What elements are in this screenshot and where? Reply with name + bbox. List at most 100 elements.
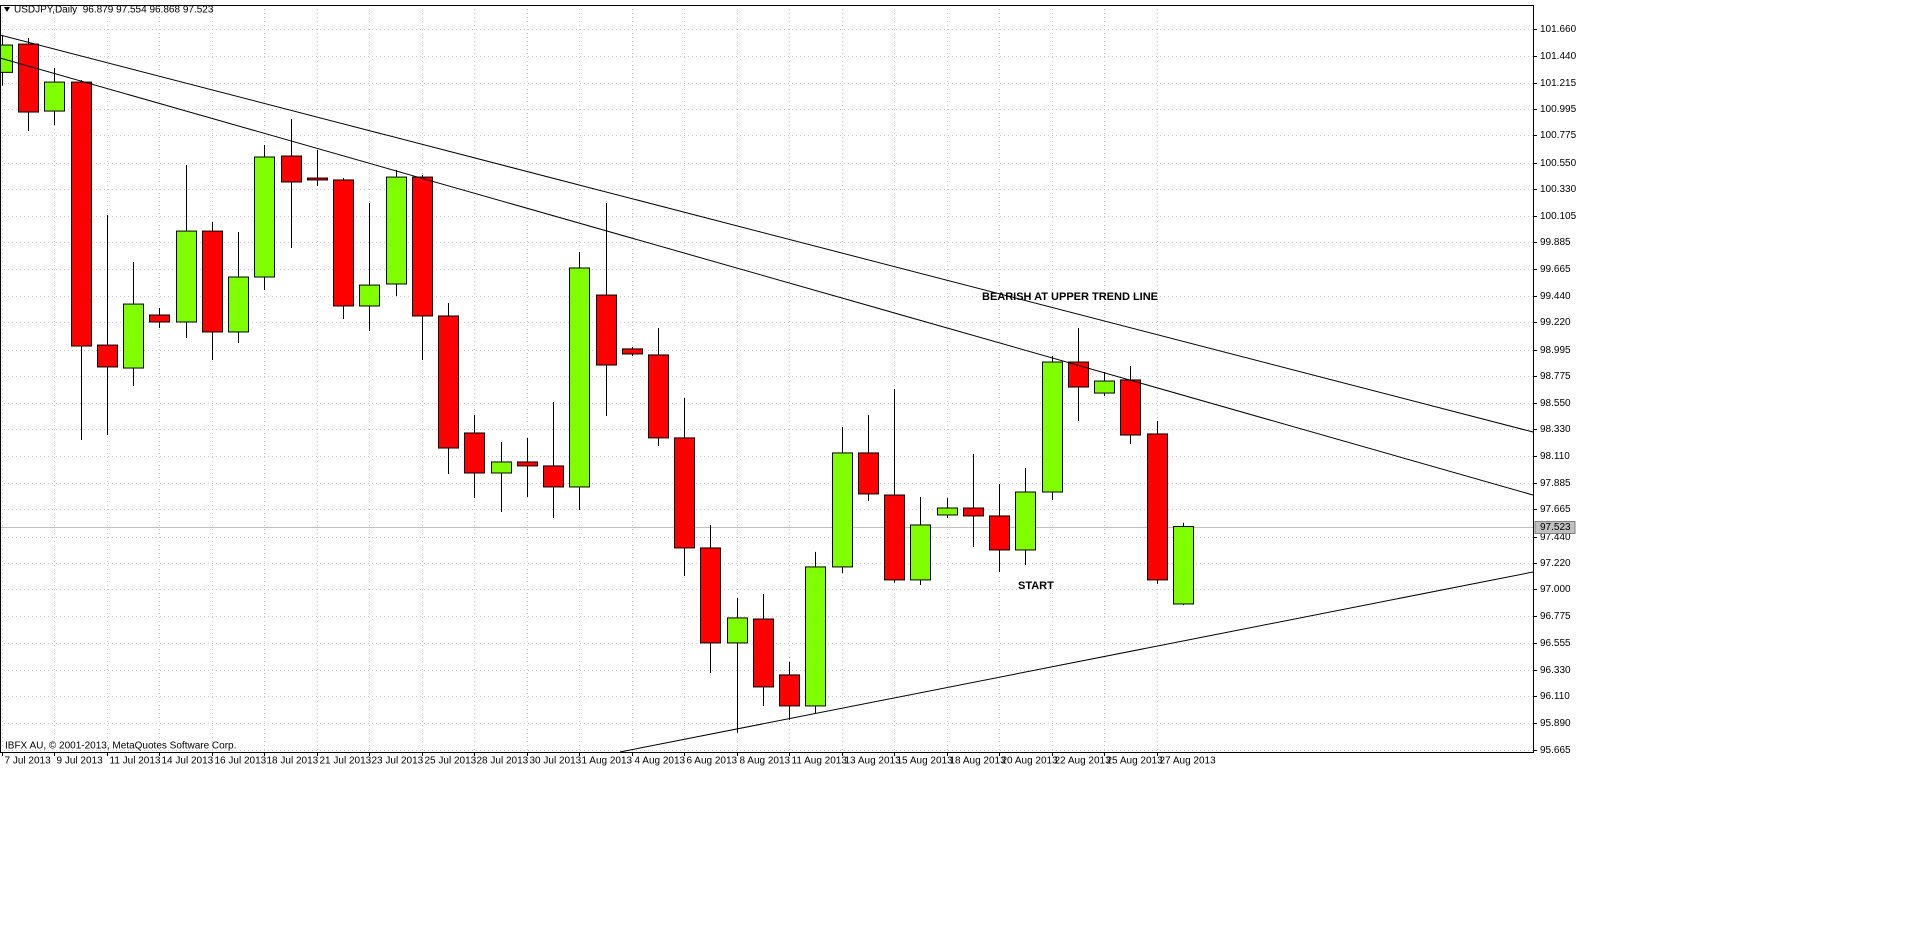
y-tick-label: 98.995: [1540, 345, 1571, 356]
plot-border: [0, 5, 1534, 753]
x-tick-label: 9 Jul 2013: [57, 756, 104, 767]
candle-body: [569, 267, 590, 488]
x-tick-label: 11 Jul 2013: [110, 756, 161, 767]
y-tick-label: 95.665: [1540, 745, 1571, 756]
x-tick-label: 15 Aug 2013: [897, 756, 954, 767]
grid: [0, 5, 1533, 752]
candle-body: [858, 452, 879, 495]
x-tick-label: 23 Jul 2013: [372, 756, 424, 767]
y-tick-label: 99.885: [1540, 237, 1571, 248]
menu-icon: [4, 7, 10, 12]
candle-body: [963, 507, 984, 517]
candle-body: [1094, 380, 1115, 394]
candle-body: [386, 176, 407, 285]
candle-body: [648, 354, 669, 439]
y-tick-label: 97.220: [1540, 558, 1571, 569]
x-tick-label: 22 Aug 2013: [1055, 756, 1112, 767]
candle-body: [805, 566, 826, 707]
candle-body: [491, 461, 512, 474]
y-tick-label: 100.330: [1540, 184, 1577, 195]
candles: [0, 35, 1194, 733]
candle-body: [1147, 433, 1168, 581]
y-tick-label: 96.330: [1540, 665, 1571, 676]
candle-body: [989, 515, 1010, 551]
candle-body: [359, 284, 380, 307]
x-tick-label: 8 Aug 2013: [740, 756, 791, 767]
trend-line: [0, 57, 1534, 496]
candle-body: [1015, 491, 1036, 551]
candle-body: [1042, 361, 1063, 493]
x-tick-label: 14 Jul 2013: [162, 756, 214, 767]
x-tick-label: 21 Jul 2013: [320, 756, 372, 767]
candle-body: [0, 44, 13, 73]
trend-line: [619, 571, 1534, 753]
y-tick-label: 98.775: [1540, 371, 1571, 382]
last-price-label: 97.523: [1540, 522, 1571, 533]
candle-body: [123, 303, 144, 369]
y-tick-label: 98.110: [1540, 451, 1570, 462]
y-tick-label: 96.110: [1540, 691, 1570, 702]
y-tick-label: 96.555: [1540, 638, 1571, 649]
candle-body: [71, 81, 92, 347]
x-tick-label: 11 Aug 2013: [792, 756, 848, 767]
candle-body: [832, 452, 853, 568]
y-tick-label: 99.440: [1540, 291, 1571, 302]
candle-body: [1068, 361, 1089, 388]
candle-body: [149, 314, 170, 323]
x-tick-label: 4 Aug 2013: [635, 756, 686, 767]
candle-body: [596, 294, 617, 366]
y-tick-label: 98.330: [1540, 424, 1571, 435]
y-tick-label: 97.440: [1540, 532, 1571, 543]
candle-body: [307, 177, 328, 181]
trend-lines: [0, 34, 1534, 753]
y-tick-label: 99.665: [1540, 264, 1571, 275]
y-tick-label: 96.775: [1540, 611, 1571, 622]
trend-line: [0, 34, 1534, 433]
candle-body: [779, 674, 800, 707]
y-tick-label: 100.550: [1540, 158, 1577, 169]
x-tick-label: 6 Aug 2013: [687, 756, 738, 767]
candle-body: [44, 81, 65, 112]
x-tick-label: 27 Aug 2013: [1160, 756, 1217, 767]
y-tick-label: 101.440: [1540, 51, 1577, 62]
candle-body: [910, 524, 931, 581]
candle-body: [884, 494, 905, 581]
candle-body: [1120, 379, 1141, 436]
candle-body: [700, 547, 721, 644]
y-tick-label: 97.665: [1540, 504, 1571, 515]
y-tick-label: 100.775: [1540, 130, 1577, 141]
y-tick-label: 100.995: [1540, 104, 1577, 115]
candle-body: [228, 276, 249, 333]
candle-body: [753, 618, 774, 688]
last-price-box: [1534, 521, 1576, 534]
y-tick-label: 101.660: [1540, 24, 1577, 35]
candle-body: [674, 437, 695, 549]
candle-body: [333, 179, 354, 307]
x-tick-label: 7 Jul 2013: [5, 756, 52, 767]
x-tick-label: 20 Aug 2013: [1002, 756, 1059, 767]
y-tick-label: 97.000: [1540, 584, 1571, 595]
candle-body: [18, 43, 39, 113]
x-tick-label: 16 Jul 2013: [215, 756, 267, 767]
candle-body: [622, 348, 643, 355]
x-tick-label: 18 Jul 2013: [267, 756, 319, 767]
candle-body: [543, 465, 564, 488]
x-tick-label: 13 Aug 2013: [845, 756, 902, 767]
watermark: IBFX AU, © 2001-2013, MetaQuotes Softwar…: [5, 741, 236, 752]
y-tick-label: 95.890: [1540, 718, 1571, 729]
y-tick-label: 98.550: [1540, 398, 1571, 409]
chart-title: USDJPY,Daily 96.879 97.554 96.868 97.523: [14, 5, 214, 16]
y-tick-label: 97.885: [1540, 478, 1571, 489]
annotation: START: [1018, 580, 1054, 592]
x-tick-label: 18 Aug 2013: [950, 756, 1007, 767]
candle-body: [937, 507, 958, 516]
y-tick-label: 100.105: [1540, 211, 1577, 222]
axes: 101.660 101.440 101.215 100.995 100.775 100.5…: [2, 24, 1577, 767]
x-tick-label: 25 Aug 2013: [1107, 756, 1164, 767]
y-tick-label: 99.220: [1540, 317, 1571, 328]
x-tick-label: 25 Jul 2013: [425, 756, 477, 767]
candle-body: [412, 176, 433, 317]
